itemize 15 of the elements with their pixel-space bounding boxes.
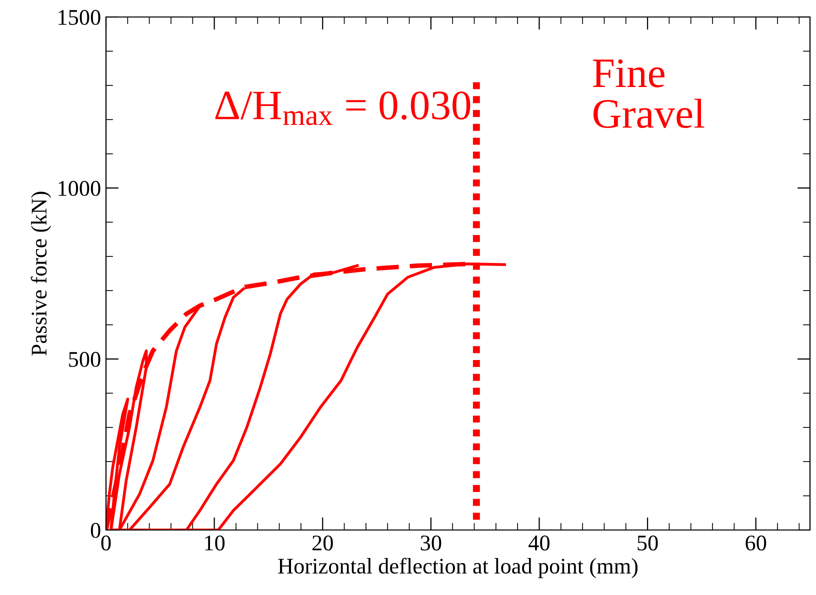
x-tick-label: 50 [638, 536, 658, 550]
annotation: Δ/H$_{max}$ = 0.030 [215, 91, 470, 126]
x-tick-label: 30 [420, 536, 442, 550]
y-tick-label: 500 [69, 352, 100, 367]
x-axis-title: Horizontal deflection at load point (mm) [278, 558, 638, 578]
x-tick-label: 10 [205, 536, 225, 550]
x-tick-label: 0 [101, 536, 111, 550]
y-axis-title: Passive force (kN) [30, 192, 52, 356]
annotation: Fine Gravel [592, 59, 704, 128]
y-tick-label: 1000 [58, 180, 100, 196]
x-tick-label: 20 [312, 536, 333, 550]
y-tick-label: 0 [90, 522, 100, 538]
y-tick-label: 1500 [58, 10, 100, 25]
x-tick-label: 60 [746, 536, 766, 550]
x-tick-label: 40 [528, 536, 550, 550]
